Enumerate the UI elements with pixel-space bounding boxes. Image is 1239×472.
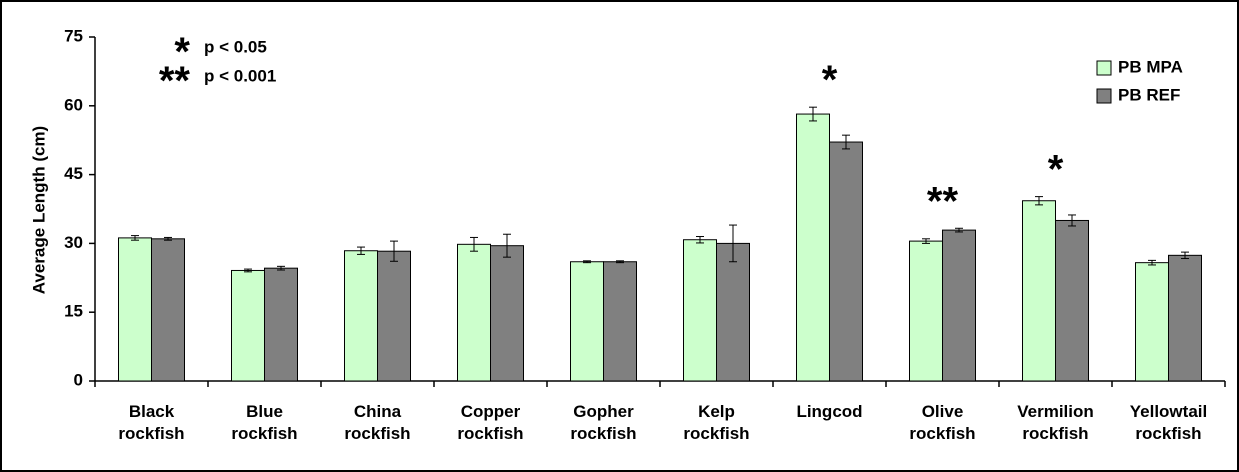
legend-label: PB REF	[1118, 85, 1180, 104]
error-bar	[244, 268, 252, 273]
error-bar	[131, 235, 139, 241]
bar	[683, 239, 717, 382]
x-tick-label: Olive rockfish	[909, 402, 975, 443]
bar	[264, 267, 298, 382]
y-tick-label: 15	[64, 302, 83, 321]
error-bar	[616, 260, 624, 264]
legend-label: PB MPA	[1118, 57, 1183, 76]
error-bar	[729, 224, 737, 263]
significance-mark: *	[1048, 148, 1064, 192]
error-bar	[164, 236, 172, 241]
x-tick-label: Yellowtail rockfish	[1130, 402, 1207, 443]
error-bar	[1068, 214, 1076, 227]
bar	[716, 242, 750, 382]
key-symbol: *	[174, 30, 190, 74]
error-bar	[470, 236, 478, 252]
x-tick-label: Lingcod	[796, 402, 862, 421]
x-tick-label: Kelp rockfish	[683, 402, 749, 443]
bar	[151, 238, 185, 382]
error-bar	[357, 246, 365, 255]
bar	[377, 250, 411, 382]
y-axis-title: Average Length (cm)	[29, 126, 48, 294]
x-tick-label: Vermilion rockfish	[1017, 402, 1094, 443]
bar	[570, 261, 604, 382]
error-bar	[922, 238, 930, 244]
bar	[942, 229, 976, 382]
x-tick-label: Gopher rockfish	[570, 402, 636, 443]
bar	[1135, 262, 1169, 382]
x-tick-label: Blue rockfish	[231, 402, 297, 443]
error-bar	[277, 265, 285, 271]
bar	[1022, 200, 1056, 382]
legend-swatch	[1096, 88, 1112, 104]
bar	[603, 261, 637, 382]
bar	[457, 243, 491, 382]
error-bar	[842, 134, 850, 150]
y-tick-label: 30	[64, 233, 83, 252]
error-bar	[583, 260, 591, 264]
y-tick-label: 60	[64, 95, 83, 114]
x-tick-label: Black rockfish	[118, 402, 184, 443]
key-label: p < 0.05	[204, 37, 267, 56]
key-symbol: **	[159, 59, 191, 103]
bar	[1168, 254, 1202, 382]
significance-mark: **	[927, 179, 959, 223]
bar	[344, 250, 378, 382]
bar	[1055, 219, 1089, 382]
error-bar	[1181, 251, 1189, 260]
error-bar	[1035, 196, 1043, 206]
x-tick-label: China rockfish	[344, 402, 410, 443]
error-bar	[503, 233, 511, 258]
bar	[118, 237, 152, 382]
significance-mark: *	[822, 58, 838, 102]
bar	[796, 113, 830, 382]
x-tick-label: Copper rockfish	[457, 402, 523, 443]
key-label: p < 0.001	[204, 66, 276, 85]
y-tick-label: 0	[74, 370, 83, 389]
bar	[231, 269, 265, 382]
error-bar	[696, 236, 704, 244]
error-bar	[390, 240, 398, 262]
bar	[829, 141, 863, 382]
legend-swatch	[1096, 60, 1112, 76]
error-bar	[1148, 259, 1156, 266]
y-tick-label: 45	[64, 164, 83, 183]
error-bar	[955, 227, 963, 233]
bar	[909, 240, 943, 382]
error-bar	[809, 106, 817, 122]
y-tick-label: 75	[64, 26, 83, 45]
bar	[490, 245, 524, 382]
